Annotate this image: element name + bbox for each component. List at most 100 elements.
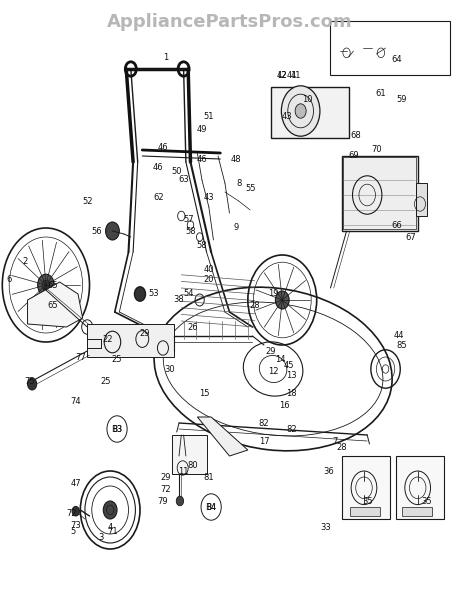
Text: 10: 10 xyxy=(302,94,313,103)
Bar xyxy=(342,156,418,231)
Text: 41: 41 xyxy=(286,70,297,79)
Text: B3: B3 xyxy=(112,425,122,433)
Circle shape xyxy=(176,496,184,506)
Text: 13: 13 xyxy=(286,370,297,379)
Text: 82: 82 xyxy=(258,419,269,427)
Text: 30: 30 xyxy=(164,364,175,373)
Text: 64: 64 xyxy=(392,55,403,64)
Text: 79: 79 xyxy=(157,497,168,505)
Text: 74: 74 xyxy=(70,397,81,407)
Text: 61: 61 xyxy=(375,88,386,97)
Text: 66: 66 xyxy=(392,220,403,229)
Text: L2: L2 xyxy=(277,70,287,79)
Text: 11: 11 xyxy=(179,467,189,475)
Text: B4: B4 xyxy=(206,503,216,511)
Text: 65: 65 xyxy=(47,280,58,289)
Text: 50: 50 xyxy=(172,166,182,175)
Text: 25: 25 xyxy=(112,355,122,364)
Polygon shape xyxy=(28,282,83,327)
Text: 46: 46 xyxy=(196,154,207,163)
Text: 58: 58 xyxy=(185,226,196,235)
Text: 36: 36 xyxy=(323,467,334,475)
Text: 28: 28 xyxy=(336,443,347,451)
Text: 65: 65 xyxy=(47,301,58,311)
Text: 19: 19 xyxy=(268,289,278,298)
Text: 43: 43 xyxy=(203,193,214,202)
Circle shape xyxy=(281,86,320,136)
Text: 55: 55 xyxy=(245,184,255,193)
Text: 53: 53 xyxy=(148,289,159,298)
Text: 82: 82 xyxy=(286,425,297,433)
Circle shape xyxy=(295,104,306,118)
Text: 49: 49 xyxy=(197,124,207,133)
Bar xyxy=(342,456,390,519)
Text: 38: 38 xyxy=(174,295,185,304)
Text: 46: 46 xyxy=(157,142,168,151)
Text: 62: 62 xyxy=(153,193,164,202)
Text: 20: 20 xyxy=(204,275,214,283)
Circle shape xyxy=(134,287,146,301)
Text: 35: 35 xyxy=(421,497,432,505)
Text: 56: 56 xyxy=(91,226,102,235)
Bar xyxy=(271,87,349,138)
Text: 72: 72 xyxy=(66,509,77,517)
Bar xyxy=(172,435,207,474)
Text: 41: 41 xyxy=(291,70,301,79)
Text: 15: 15 xyxy=(199,389,209,398)
Text: 80: 80 xyxy=(187,461,198,469)
Text: 8: 8 xyxy=(236,179,241,187)
Text: 18: 18 xyxy=(286,389,297,398)
Bar xyxy=(343,157,416,229)
Bar xyxy=(416,183,427,216)
Text: 85: 85 xyxy=(396,340,407,349)
Text: 45: 45 xyxy=(284,361,294,370)
Text: 51: 51 xyxy=(204,112,214,121)
Text: 71: 71 xyxy=(107,527,118,535)
Circle shape xyxy=(275,291,289,309)
Bar xyxy=(87,324,174,357)
Text: 6: 6 xyxy=(6,275,12,283)
Text: 22: 22 xyxy=(103,335,113,343)
Text: 28: 28 xyxy=(249,301,260,311)
Text: 1: 1 xyxy=(162,52,168,61)
Text: 33: 33 xyxy=(320,523,331,533)
Text: 44: 44 xyxy=(394,331,404,340)
Text: 12: 12 xyxy=(268,367,278,377)
Text: 29: 29 xyxy=(266,346,276,355)
Text: 40: 40 xyxy=(204,265,214,275)
Text: 73: 73 xyxy=(70,520,81,529)
Text: 5: 5 xyxy=(71,527,76,535)
Text: 54: 54 xyxy=(183,289,193,298)
Bar xyxy=(402,507,432,516)
Bar xyxy=(396,456,444,519)
Text: 72: 72 xyxy=(160,485,171,493)
Text: 29: 29 xyxy=(160,473,170,481)
Text: 42: 42 xyxy=(277,70,287,79)
Bar xyxy=(330,21,450,75)
Circle shape xyxy=(72,506,79,516)
Text: 75: 75 xyxy=(24,377,35,385)
Text: 26: 26 xyxy=(187,323,198,331)
Text: 16: 16 xyxy=(279,401,290,409)
Polygon shape xyxy=(197,417,248,456)
Text: 59: 59 xyxy=(397,94,407,103)
Text: 2: 2 xyxy=(22,257,28,265)
Text: 67: 67 xyxy=(405,232,416,241)
Text: 17: 17 xyxy=(258,437,269,445)
Text: 4: 4 xyxy=(107,523,113,533)
Text: 43: 43 xyxy=(281,112,292,121)
Circle shape xyxy=(103,501,117,519)
Circle shape xyxy=(38,274,54,296)
Text: 52: 52 xyxy=(82,196,92,205)
Text: 58: 58 xyxy=(196,241,207,251)
Circle shape xyxy=(106,222,119,240)
Text: 68: 68 xyxy=(350,130,361,139)
Text: 3: 3 xyxy=(98,533,104,541)
Text: 57: 57 xyxy=(183,214,194,223)
Text: 63: 63 xyxy=(178,175,189,185)
Text: 77: 77 xyxy=(75,352,86,361)
Text: 70: 70 xyxy=(371,145,382,154)
Text: 14: 14 xyxy=(275,355,285,364)
Text: 35: 35 xyxy=(362,497,373,505)
Circle shape xyxy=(28,378,37,390)
